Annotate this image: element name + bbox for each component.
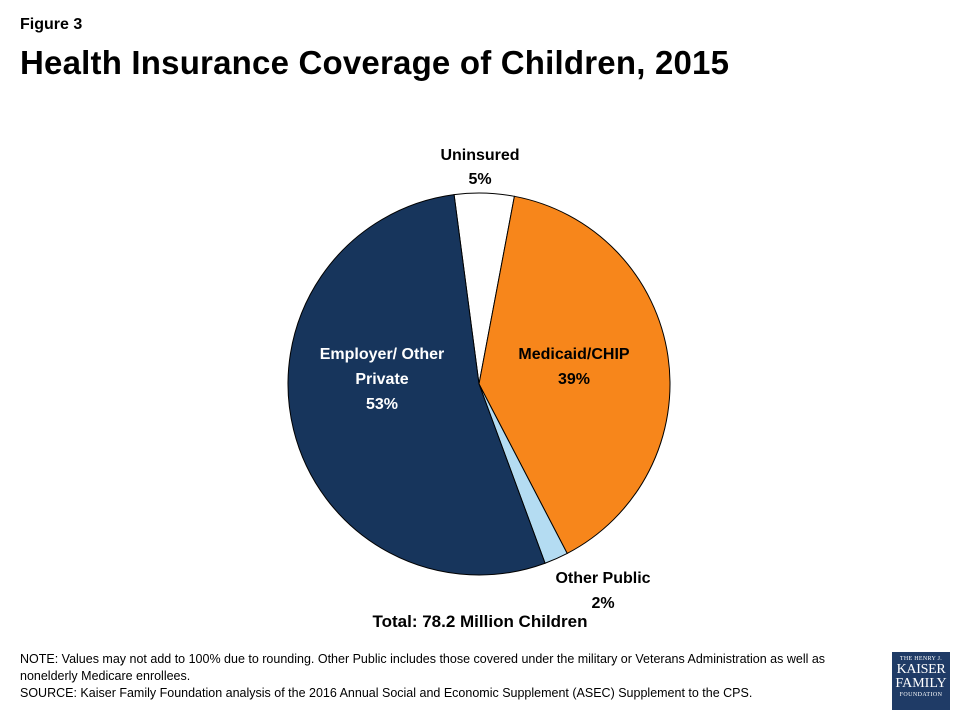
slice-label-name: Medicaid/CHIP bbox=[518, 346, 629, 363]
slice-label-name: Private bbox=[355, 371, 408, 388]
slice-label-name: Uninsured bbox=[440, 147, 519, 164]
chart-title: Health Insurance Coverage of Children, 2… bbox=[20, 44, 730, 81]
slice-label-employer-other-private: Employer/ Other Private 53% bbox=[320, 346, 444, 413]
slice-label-value: 5% bbox=[468, 171, 491, 188]
logo-line-1: THE HENRY J. bbox=[899, 656, 943, 662]
source-text: SOURCE: Kaiser Family Foundation analysi… bbox=[20, 686, 753, 700]
total-label: Total: 78.2 Million Children bbox=[372, 612, 588, 631]
slice-label-value: 2% bbox=[591, 595, 614, 612]
slice-label-uninsured: Uninsured 5% bbox=[440, 147, 519, 188]
figure-label: Figure 3 bbox=[20, 16, 83, 33]
logo-line-4: FOUNDATION bbox=[899, 692, 943, 698]
slice-label-value: 53% bbox=[366, 396, 398, 413]
kff-logo: THE HENRY J. KAISER FAMILY FOUNDATION bbox=[892, 652, 950, 710]
notes-block: NOTE: Values may not add to 100% due to … bbox=[20, 651, 860, 702]
logo-line-2: KAISER bbox=[896, 662, 946, 677]
slice-label-value: 39% bbox=[558, 371, 590, 388]
slice-label-name: Other Public bbox=[555, 570, 650, 587]
logo-line-3: FAMILY bbox=[895, 676, 947, 691]
slice-label-other-public: Other Public 2% bbox=[555, 570, 650, 612]
slice-label-medicaid-chip: Medicaid/CHIP 39% bbox=[518, 346, 629, 388]
note-text: NOTE: Values may not add to 100% due to … bbox=[20, 652, 826, 683]
pie-slice-medicaid-chip bbox=[478, 195, 671, 555]
slice-label-name: Employer/ Other bbox=[320, 346, 444, 363]
pie-slice-employer-other-private bbox=[287, 194, 546, 576]
